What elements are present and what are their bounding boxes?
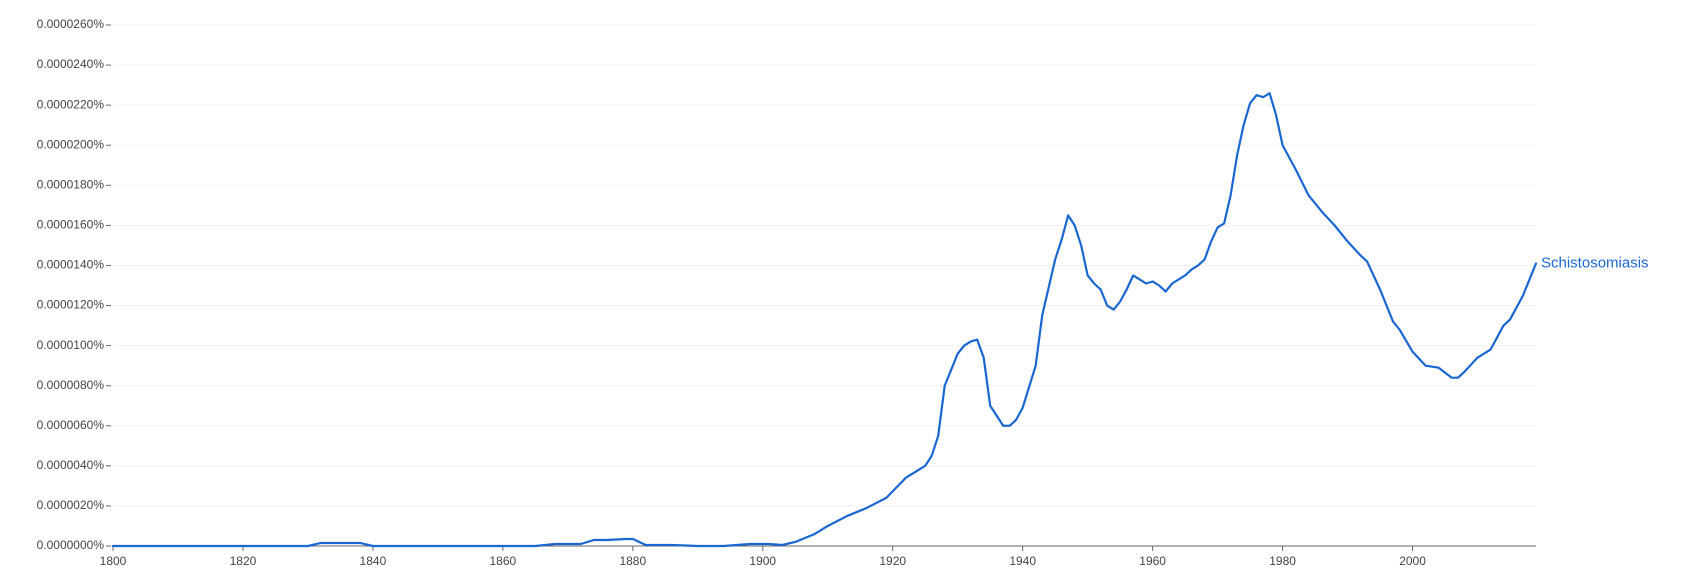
x-tick-label: 1860 [490,554,517,568]
x-tick-label: 1900 [749,554,776,568]
x-tick-label: 1800 [100,554,127,568]
x-tick-label: 1880 [619,554,646,568]
x-tick-label: 1820 [230,554,257,568]
y-tick-label: 0.0000020% [37,498,105,512]
y-tick-label: 0.0000000% [37,538,105,552]
y-tick-label: 0.0000040% [37,458,105,472]
x-tick-label: 1960 [1139,554,1166,568]
series-label: Schistosomiasis [1541,254,1649,271]
y-tick-label: 0.0000240% [37,57,105,71]
y-tick-label: 0.0000160% [37,218,105,232]
x-tick-label: 2000 [1399,554,1426,568]
y-tick-label: 0.0000060% [37,418,105,432]
y-tick-label: 0.0000100% [37,338,105,352]
y-tick-label: 0.0000180% [37,177,105,191]
series-line [111,92,1538,548]
x-tick-label: 1840 [360,554,387,568]
y-tick-label: 0.0000080% [37,378,105,392]
y-tick-label: 0.0000220% [37,97,105,111]
y-tick-label: 0.0000120% [37,298,105,312]
x-tick-label: 1920 [879,554,906,568]
y-tick-label: 0.0000260% [37,17,105,31]
y-tick-label: 0.0000140% [37,258,105,272]
y-tick-label: 0.0000200% [37,137,105,151]
x-tick-label: 1940 [1009,554,1036,568]
x-tick-label: 1980 [1269,554,1296,568]
